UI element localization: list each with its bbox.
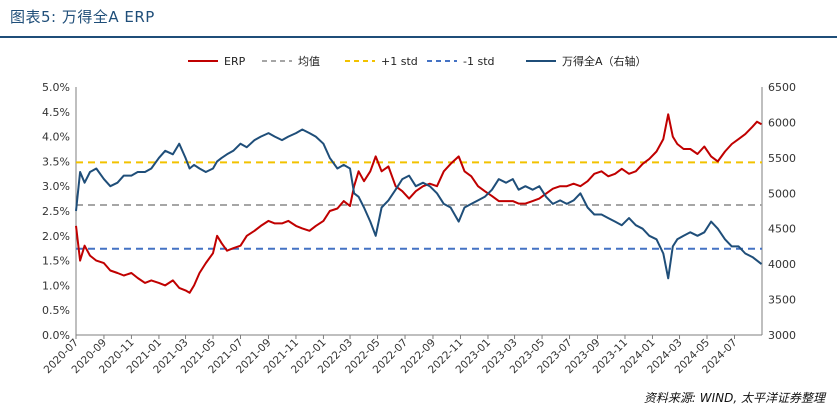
title-bar: 图表5: 万得全A ERP bbox=[0, 0, 837, 38]
y-left-tick-label: 3.5% bbox=[42, 155, 70, 168]
source-note: 资料来源: WIND, 太平洋证券整理 bbox=[643, 391, 825, 405]
y-right-tick-label: 6000 bbox=[768, 116, 796, 129]
y-left-tick-label: 4.5% bbox=[42, 106, 70, 119]
y-left-tick-label: 1.5% bbox=[42, 255, 70, 268]
y-left-tick-label: 4.0% bbox=[42, 131, 70, 144]
y-left-tick-label: 1.0% bbox=[42, 279, 70, 292]
erp-series-line bbox=[75, 113, 762, 294]
title-underline bbox=[0, 36, 837, 38]
y-left-tick-label: 3.0% bbox=[42, 180, 70, 193]
y-right-tick-label: 5500 bbox=[768, 152, 796, 165]
y-right-tick-label: 4500 bbox=[768, 223, 796, 236]
index-series-line bbox=[75, 128, 763, 280]
legend-minus1-std-label: -1 std bbox=[463, 55, 495, 68]
y-left-tick-label: 2.5% bbox=[42, 205, 70, 218]
y-right-tick-label: 3500 bbox=[768, 294, 796, 307]
y-left-tick-label: 2.0% bbox=[42, 230, 70, 243]
chart-title: 图表5: 万得全A ERP bbox=[10, 8, 155, 26]
legend-plus1-std-label: +1 std bbox=[381, 55, 418, 68]
y-right-tick-label: 6500 bbox=[768, 81, 796, 94]
y-left-tick-label: 0.0% bbox=[42, 329, 70, 342]
y-right-tick-label: 5000 bbox=[768, 187, 796, 200]
y-left-tick-label: 0.5% bbox=[42, 304, 70, 317]
legend-index-label: 万得全A（右轴） bbox=[562, 54, 647, 68]
y-right-tick-label: 3000 bbox=[768, 329, 796, 342]
y-right-tick-label: 4000 bbox=[768, 258, 796, 271]
y-left-tick-label: 5.0% bbox=[42, 81, 70, 94]
legend-mean-label: 均值 bbox=[298, 55, 320, 68]
legend-erp-label: ERP bbox=[224, 55, 246, 68]
